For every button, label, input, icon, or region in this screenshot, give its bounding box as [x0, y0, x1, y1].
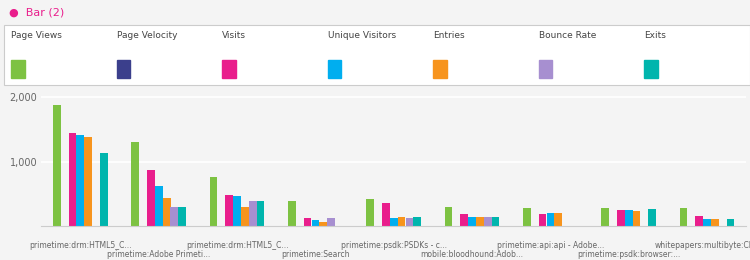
Bar	[76, 135, 84, 226]
Bar	[154, 186, 163, 226]
Text: Unique Visitors: Unique Visitors	[328, 31, 396, 40]
Bar	[170, 207, 178, 226]
Bar	[311, 220, 320, 226]
Bar	[617, 210, 625, 226]
Bar	[468, 217, 476, 226]
Bar	[210, 177, 218, 226]
Bar	[53, 105, 61, 226]
Bar	[304, 218, 311, 226]
Text: primetime:Search: primetime:Search	[281, 250, 350, 259]
Text: Bounce Rate: Bounce Rate	[539, 31, 596, 40]
Bar	[484, 217, 492, 226]
Bar	[538, 214, 547, 226]
Bar	[711, 219, 718, 226]
Bar	[320, 222, 327, 226]
Text: Entries: Entries	[433, 31, 465, 40]
Text: primetime:api:api - Adobe...: primetime:api:api - Adobe...	[496, 241, 604, 250]
Bar	[390, 218, 398, 226]
Bar	[704, 219, 711, 226]
Bar	[233, 196, 241, 226]
Bar	[695, 216, 703, 226]
Text: primetime:Adobe Primeti...: primetime:Adobe Primeti...	[107, 250, 210, 259]
Bar	[680, 208, 688, 226]
Bar	[602, 208, 609, 226]
Bar	[366, 199, 374, 226]
Bar	[445, 207, 452, 226]
Bar	[648, 209, 656, 226]
Text: whitepapers:multibyte:CP...: whitepapers:multibyte:CP...	[655, 241, 750, 250]
Bar	[460, 214, 468, 226]
Bar	[633, 211, 640, 226]
Bar	[398, 217, 406, 226]
Text: primetime:drm:HTML5_C...: primetime:drm:HTML5_C...	[29, 241, 132, 250]
Bar	[382, 203, 390, 226]
Bar	[476, 217, 484, 226]
Bar	[241, 207, 249, 226]
Bar	[147, 170, 154, 226]
Bar	[84, 137, 92, 226]
Bar	[225, 195, 233, 226]
Bar	[327, 218, 335, 226]
Bar	[523, 209, 531, 226]
Bar	[554, 213, 562, 226]
Bar	[288, 201, 296, 226]
Text: Exits: Exits	[644, 31, 666, 40]
Text: Page Velocity: Page Velocity	[117, 31, 177, 40]
Text: primetime:psdk:PSDKs - c...: primetime:psdk:PSDKs - c...	[340, 241, 447, 250]
Bar	[727, 219, 734, 226]
Bar	[492, 217, 500, 226]
Bar	[256, 201, 265, 226]
Bar	[406, 218, 413, 226]
Bar	[69, 133, 76, 226]
Bar	[413, 217, 422, 226]
Text: ●  Bar (2): ● Bar (2)	[9, 8, 64, 18]
Bar	[625, 210, 633, 226]
Text: primetime:drm:HTML5_C...: primetime:drm:HTML5_C...	[186, 241, 288, 250]
Text: Visits: Visits	[222, 31, 246, 40]
Bar	[547, 213, 554, 226]
Bar	[163, 198, 170, 226]
Text: mobile:bloodhound:Adob...: mobile:bloodhound:Adob...	[421, 250, 524, 259]
Bar	[249, 201, 256, 226]
Bar	[131, 142, 140, 226]
Bar	[100, 153, 108, 226]
Text: Page Views: Page Views	[11, 31, 62, 40]
Bar	[178, 207, 186, 226]
Text: primetime:psdk:browser:...: primetime:psdk:browser:...	[577, 250, 680, 259]
